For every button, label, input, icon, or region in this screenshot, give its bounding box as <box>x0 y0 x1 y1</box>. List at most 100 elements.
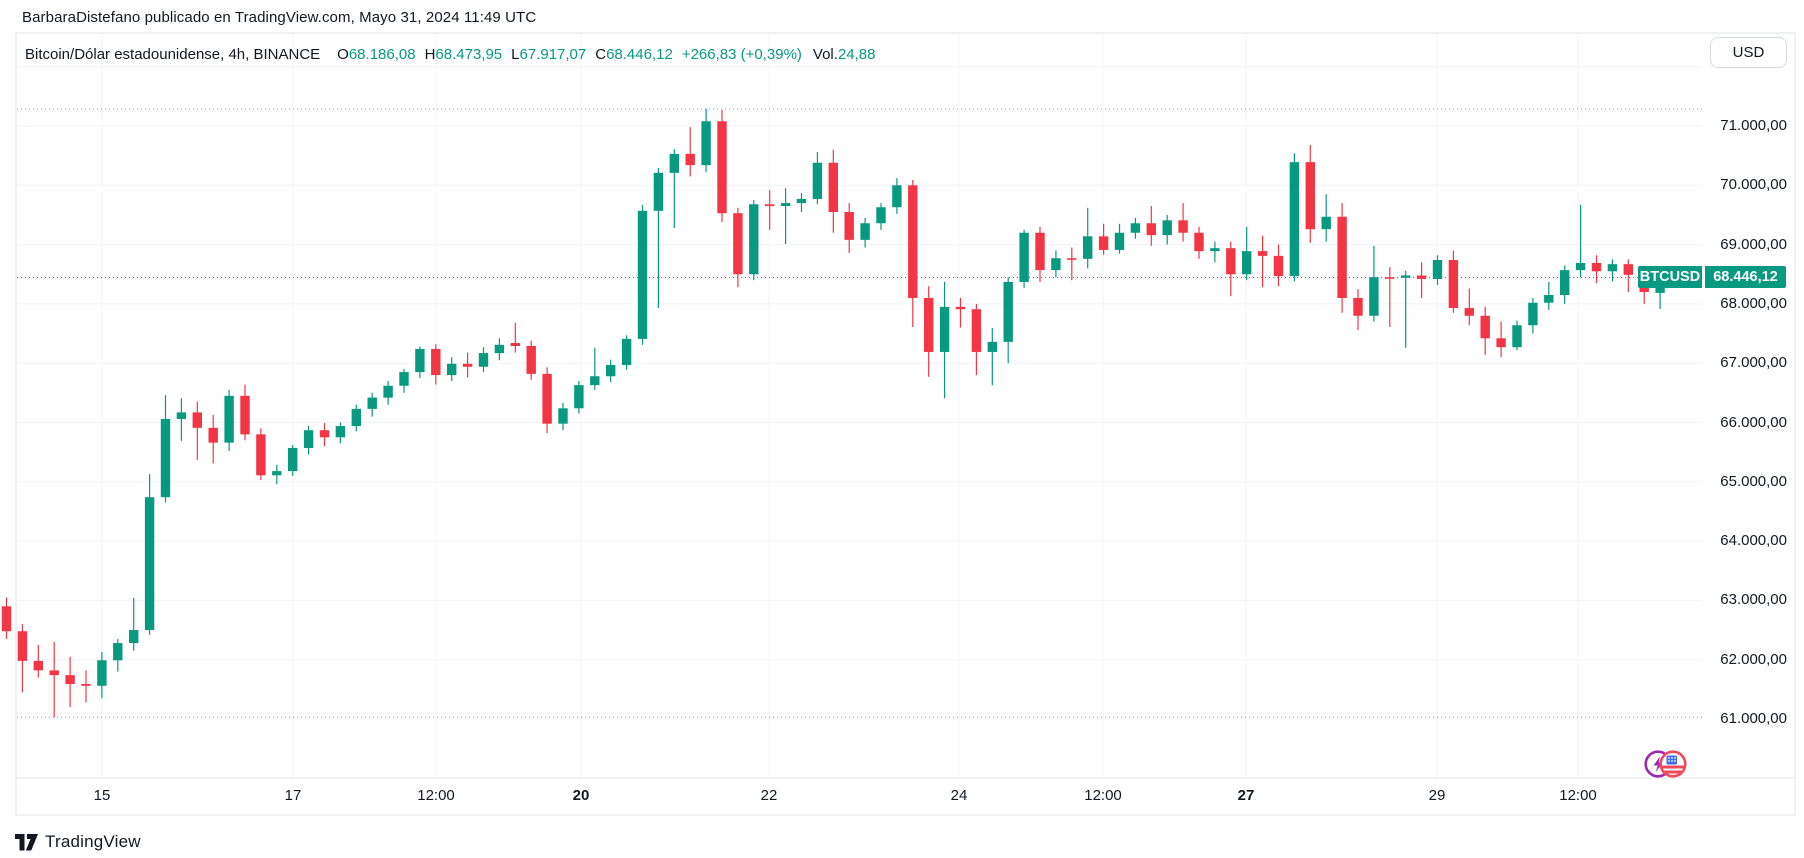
candle-body <box>796 198 807 204</box>
candle-body <box>399 372 409 386</box>
candle-body <box>1035 232 1045 271</box>
candle-body <box>1210 248 1220 252</box>
candle-body <box>844 211 854 240</box>
candle-body <box>1114 232 1125 250</box>
candle-body <box>478 353 489 367</box>
candle-body <box>192 412 202 428</box>
candle-body <box>17 631 28 661</box>
attribution-text: BarbaraDistefano publicado en TradingVie… <box>22 9 537 26</box>
candle-body <box>1337 216 1347 298</box>
time-axis-label: 12:00 <box>1559 787 1597 804</box>
candle-body <box>1178 220 1188 233</box>
candle-body <box>812 162 823 199</box>
candle-body <box>939 306 950 352</box>
candle-body <box>49 670 59 676</box>
candle-body <box>1432 260 1443 279</box>
candle-body <box>908 185 918 298</box>
candle-body <box>1242 251 1252 275</box>
candle-body <box>176 412 187 419</box>
price-axis-label: 61.000,00 <box>1720 710 1787 727</box>
candle-body <box>574 385 584 409</box>
last-price-tag: BTCUSD 68.446,12 <box>1638 266 1786 288</box>
candle-body <box>1051 258 1061 271</box>
candle-body <box>892 185 902 208</box>
price-axis-label: 66.000,00 <box>1720 413 1787 431</box>
candle-body <box>955 306 966 310</box>
candle-body <box>542 373 552 424</box>
candle-body <box>335 426 346 438</box>
candle-body <box>1130 223 1141 233</box>
candle-body <box>144 497 155 631</box>
candle-body <box>1194 232 1204 252</box>
candle-body <box>1528 302 1538 326</box>
candle-body <box>224 395 234 443</box>
candle-body <box>1623 264 1633 275</box>
candle-body <box>81 684 91 686</box>
candle-body <box>319 430 330 438</box>
candle-body <box>1591 262 1602 272</box>
candle-body <box>526 346 536 374</box>
ohlc-high: H68.473,95 <box>424 45 503 63</box>
candle-body <box>1448 260 1459 309</box>
symbol-pair-logo <box>1644 750 1687 778</box>
candle-body <box>1512 325 1522 348</box>
candle-body <box>1083 236 1093 259</box>
candle-body <box>701 121 711 166</box>
candle-body <box>1496 338 1506 348</box>
price-axis-label: 64.000,00 <box>1720 532 1787 550</box>
price-change: +266,83 (+0,39%) <box>681 45 802 63</box>
candle-body <box>876 207 886 224</box>
candle-body <box>1305 162 1315 230</box>
time-axis-label: 27 <box>1237 787 1255 804</box>
candle-body <box>160 418 171 498</box>
candle-body <box>987 341 997 352</box>
price-axis-label: 68.000,00 <box>1720 294 1787 312</box>
time-axis-label: 20 <box>572 787 590 804</box>
candle-body <box>860 223 870 240</box>
candle-body <box>1 606 12 632</box>
candle-body <box>637 210 648 339</box>
candle-body <box>971 309 982 352</box>
chart-legend: Bitcoin/Dólar estadounidense, 4h, BINANC… <box>25 44 875 64</box>
time-axis[interactable]: 15 17 12:00 20 22 24 12:00 27 29 12:00 <box>16 779 1795 815</box>
time-axis-label: 29 <box>1428 787 1446 804</box>
candle-body <box>431 348 441 376</box>
candle-body <box>97 660 107 686</box>
price-axis-label: 70.000,00 <box>1720 176 1787 194</box>
candle-body <box>1226 248 1236 275</box>
candle-body <box>510 343 520 347</box>
candle-body <box>383 385 393 398</box>
candle-body <box>1416 275 1427 279</box>
time-axis-label: 12:00 <box>1084 787 1122 804</box>
price-axis[interactable]: 71.000,00 70.000,00 69.000,00 68.000,00 67.0… <box>1703 33 1795 778</box>
last-price-tag-symbol: BTCUSD <box>1638 266 1702 288</box>
tradingview-footer[interactable]: TradingView <box>15 832 141 852</box>
candle-body <box>621 338 632 365</box>
candle-body <box>447 363 457 376</box>
us-flag-icon <box>1659 750 1687 778</box>
tradingview-wordmark: TradingView <box>45 832 141 851</box>
candle-body <box>1146 223 1156 236</box>
candle-body <box>129 630 139 644</box>
candle-body <box>1560 270 1570 296</box>
candle-body <box>1273 255 1284 277</box>
ohlc-close: C68.446,12 <box>595 45 673 63</box>
candle-body <box>494 344 505 354</box>
candle-body <box>1098 236 1109 250</box>
candle-body <box>462 363 473 367</box>
currency-usd-button[interactable]: USD <box>1710 37 1787 68</box>
price-axis-label: 63.000,00 <box>1720 591 1787 609</box>
time-axis-label: 15 <box>93 787 111 804</box>
candle-body <box>65 675 75 685</box>
candle-body <box>558 408 568 424</box>
ohlc-low: L67.917,07 <box>511 45 587 63</box>
candle-body <box>1464 308 1474 316</box>
candle-body <box>288 447 298 472</box>
price-axis-label: 69.000,00 <box>1720 235 1787 253</box>
candle-body <box>1575 262 1586 271</box>
symbol-title: Bitcoin/Dólar estadounidense, 4h, BINANC… <box>25 45 321 63</box>
candle-body <box>653 172 664 211</box>
candle-body <box>113 643 123 661</box>
candle-body <box>1353 297 1363 316</box>
